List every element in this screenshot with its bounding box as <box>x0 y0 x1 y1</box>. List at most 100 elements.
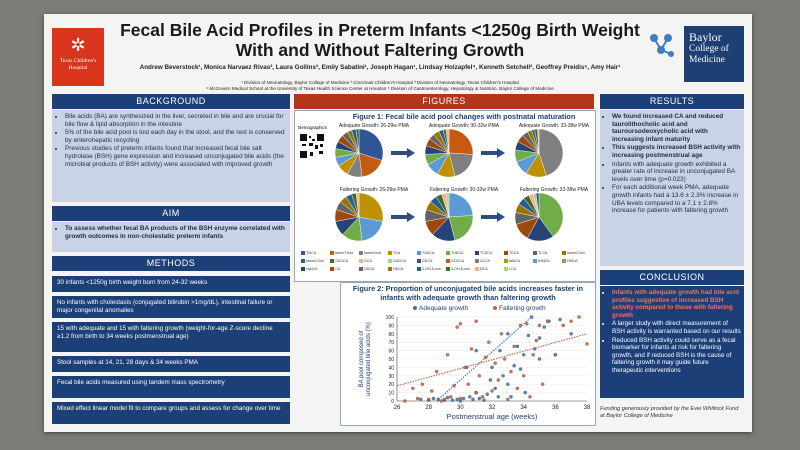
x-tick-label: 30 <box>457 405 464 411</box>
data-point <box>411 386 415 391</box>
figure-1-title: Figure 1: Fecal bile acid pool changes w… <box>352 112 576 121</box>
conclusion-item: Infants with adequate growth had bile ac… <box>612 289 741 319</box>
legend-entry: GDCA <box>417 259 432 264</box>
y-axis-label-line: unconjugated bile acids (%) <box>366 322 372 396</box>
results-item: Infants with adequate growth exhibited a… <box>612 161 741 184</box>
y-tick-label: 90 <box>388 323 394 329</box>
data-point <box>501 374 505 378</box>
trend-line <box>436 316 532 402</box>
legend-entry: TMCA <box>301 251 316 256</box>
data-point <box>518 367 523 371</box>
background-item: Bile acids (BA) are synthesized in the l… <box>65 113 286 128</box>
qr-code-icon <box>299 133 325 159</box>
data-point <box>477 374 482 378</box>
faltering-growth-caption: Faltering Growth: 30-32w PMA <box>429 187 499 193</box>
data-point <box>449 395 453 399</box>
legend-entry: tamerI-triol <box>359 251 381 256</box>
texas-childrens-logo-text: Texas Children's Hospital <box>59 58 97 71</box>
data-point <box>455 325 459 329</box>
data-point <box>445 353 450 357</box>
data-point <box>434 369 439 374</box>
data-point <box>496 378 501 382</box>
background-item: Previous studies of preterm infants foun… <box>65 145 286 168</box>
y-tick-label: 70 <box>388 340 394 346</box>
data-point <box>474 319 478 323</box>
legend-entry: TCA <box>388 251 400 256</box>
data-point <box>512 364 516 368</box>
adequate-growth-caption: Adequate Growth: 33-38w PMA <box>518 123 590 129</box>
heart-hands-icon: ✲ <box>70 35 86 55</box>
data-point <box>490 389 494 393</box>
results-item-text: For each additional week PMA, adequate g… <box>612 184 739 215</box>
demographics-label: Demographics <box>298 125 328 130</box>
data-point <box>506 397 510 402</box>
pie-chart <box>514 192 564 242</box>
background-heading: BACKGROUND <box>52 94 290 109</box>
methods-item: Mixed effect linear model fit to compare… <box>52 402 290 424</box>
faltering-growth-caption: Faltering Growth: 26-29w PMA <box>339 187 409 193</box>
legend-entry: HMCA <box>562 259 578 264</box>
data-point <box>499 332 504 336</box>
arrow-right-icon <box>481 212 505 222</box>
pie-chart <box>424 192 474 242</box>
faltering-growth-caption: Faltering Growth: 33-38w PMA <box>519 187 589 193</box>
pie-chart <box>514 128 564 178</box>
data-point <box>553 353 558 357</box>
methods-item: Fecal bile acids measured using tandem m… <box>52 376 290 398</box>
data-point <box>474 390 478 395</box>
pie-slice <box>445 128 450 154</box>
data-point <box>502 357 507 361</box>
legend-entry: UDCA <box>359 267 374 272</box>
legend-label: Adequate growth <box>419 305 469 312</box>
conclusion-section: Infants with adequate growth had bile ac… <box>600 286 744 398</box>
data-point <box>493 361 497 365</box>
results-item: For each additional week PMA, adequate g… <box>612 184 741 214</box>
pie-slice <box>358 128 384 161</box>
scatter-chart: Adequate growth Faltering growth 0 10 20 30 40… <box>359 305 591 421</box>
pie-slice <box>448 192 474 218</box>
x-tick-label: 28 <box>425 405 432 411</box>
data-point <box>515 386 520 391</box>
y-tick-label: 80 <box>388 332 394 338</box>
data-point <box>466 382 470 386</box>
author-list: Andrew Beverstock¹, Monica Narvaez Rivas… <box>139 64 621 71</box>
methods-heading: METHODS <box>52 256 290 271</box>
data-point <box>509 395 513 399</box>
legend-label: Faltering growth <box>499 305 546 312</box>
pie-slice <box>537 128 540 154</box>
legend-entry: GCDCA <box>446 259 464 264</box>
legend-marker <box>493 306 497 310</box>
poster: ✲ Texas Children's Hospital Fecal Bile A… <box>44 14 752 432</box>
conclusion-heading: CONCLUSION <box>600 270 744 285</box>
y-tick-label: 100 <box>386 315 395 321</box>
legend-entry: CA <box>330 267 340 272</box>
legend-entry: GLCA <box>475 259 490 264</box>
pie-chart <box>334 128 384 178</box>
y-tick-label: 60 <box>388 349 394 355</box>
data-point <box>509 369 513 374</box>
background-section: Bile acids (BA) are synthesized in the l… <box>52 110 290 202</box>
texas-childrens-logo: ✲ Texas Children's Hospital <box>52 28 104 86</box>
y-tick-label: 40 <box>388 365 394 371</box>
y-tick-label: 30 <box>388 374 394 380</box>
data-point <box>439 399 444 403</box>
pie-slice <box>358 192 384 222</box>
data-point <box>471 397 475 402</box>
results-item-text: Infants with adequate growth exhibited a… <box>612 160 735 183</box>
results-item: We found increased CA and reduced taurol… <box>612 113 741 143</box>
x-axis-label: Postmenstrual age (weeks) <box>447 412 538 421</box>
data-point <box>480 395 485 399</box>
poster-title: Fecal Bile Acid Profiles in Preterm Infa… <box>120 20 640 60</box>
data-point <box>420 382 425 386</box>
data-point <box>542 325 546 329</box>
methods-item: Stool samples at 14, 21, 28 days & 34 we… <box>52 356 290 372</box>
data-point <box>468 395 472 399</box>
legend-entry: TLCA <box>533 251 547 256</box>
data-point <box>403 399 407 403</box>
x-tick-label: 34 <box>520 405 527 411</box>
data-point <box>585 342 589 346</box>
data-point <box>561 323 565 328</box>
pie-slice <box>445 192 450 218</box>
data-point <box>521 374 526 378</box>
y-axis-label: BA pool composed ofunconjugated bile aci… <box>359 322 372 396</box>
